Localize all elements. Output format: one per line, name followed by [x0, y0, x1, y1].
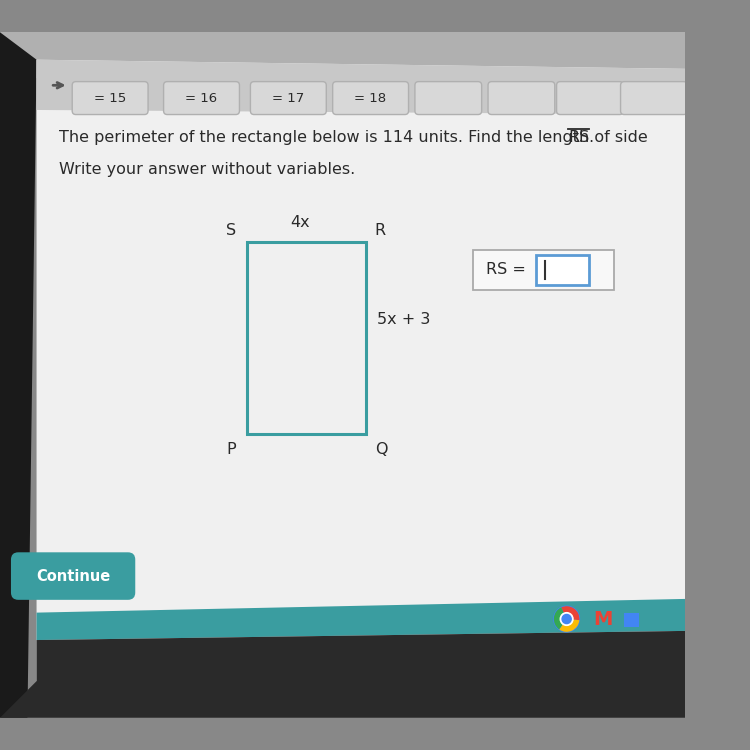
Wedge shape — [561, 606, 580, 620]
Text: M: M — [593, 610, 613, 628]
Text: = 16: = 16 — [185, 92, 218, 104]
Polygon shape — [37, 60, 686, 681]
Wedge shape — [560, 619, 580, 632]
FancyBboxPatch shape — [556, 82, 623, 115]
Text: R: R — [375, 223, 386, 238]
Circle shape — [554, 606, 580, 631]
Text: Q: Q — [375, 442, 387, 457]
Text: The perimeter of the rectangle below is 114 units. Find the length of side: The perimeter of the rectangle below is … — [59, 130, 653, 145]
FancyBboxPatch shape — [415, 82, 482, 115]
Polygon shape — [0, 32, 37, 718]
Polygon shape — [0, 631, 686, 718]
Text: RS: RS — [568, 130, 590, 145]
Text: P: P — [226, 442, 236, 457]
Text: Continue: Continue — [36, 568, 110, 584]
Circle shape — [562, 614, 572, 623]
Text: 5x + 3: 5x + 3 — [376, 312, 430, 327]
Wedge shape — [554, 608, 567, 629]
Bar — [624, 613, 639, 627]
FancyBboxPatch shape — [251, 82, 326, 115]
FancyBboxPatch shape — [72, 82, 148, 115]
Polygon shape — [37, 60, 686, 115]
FancyBboxPatch shape — [11, 552, 135, 600]
FancyBboxPatch shape — [164, 82, 239, 115]
Circle shape — [560, 613, 573, 626]
Text: = 18: = 18 — [354, 92, 386, 104]
FancyBboxPatch shape — [536, 255, 589, 284]
FancyBboxPatch shape — [620, 82, 687, 115]
Text: 4x: 4x — [290, 214, 310, 230]
Bar — [0, 32, 686, 78]
Text: = 17: = 17 — [272, 92, 304, 104]
FancyBboxPatch shape — [333, 82, 409, 115]
Text: .: . — [589, 130, 594, 145]
Text: S: S — [226, 223, 236, 238]
Polygon shape — [37, 599, 686, 640]
FancyBboxPatch shape — [473, 250, 614, 290]
Text: = 15: = 15 — [94, 92, 126, 104]
Bar — [247, 242, 365, 434]
FancyBboxPatch shape — [488, 82, 555, 115]
Text: RS =: RS = — [486, 262, 526, 278]
Text: Write your answer without variables.: Write your answer without variables. — [59, 162, 356, 177]
